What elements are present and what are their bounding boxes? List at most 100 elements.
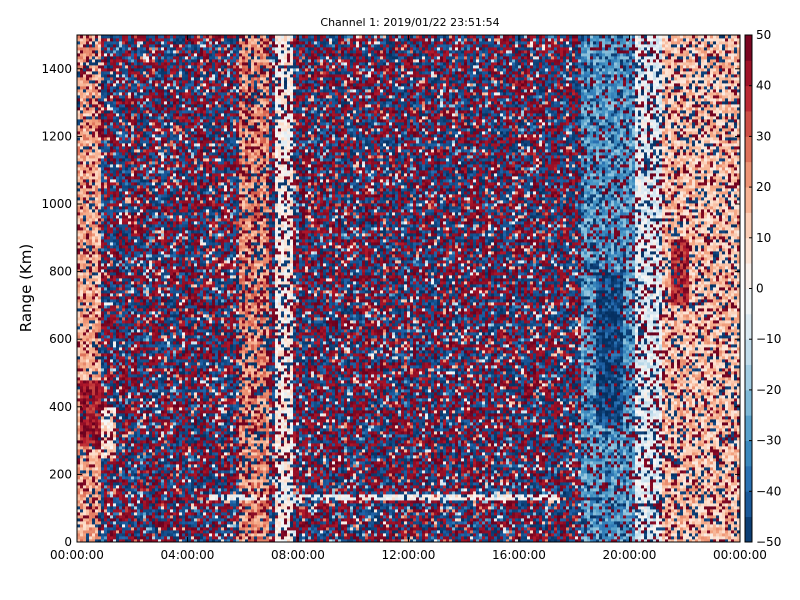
heatmap-cell bbox=[137, 494, 141, 498]
heatmap-cell bbox=[635, 497, 639, 501]
heatmap-cell bbox=[293, 488, 297, 492]
heatmap-cell bbox=[521, 530, 525, 534]
heatmap-cell bbox=[197, 515, 201, 519]
heatmap-cell bbox=[182, 488, 186, 492]
heatmap-cell bbox=[248, 512, 252, 516]
heatmap-cell bbox=[161, 530, 165, 534]
heatmap-cell bbox=[290, 506, 294, 510]
heatmap-cell bbox=[374, 536, 378, 540]
heatmap-cell bbox=[194, 482, 198, 486]
heatmap-cell bbox=[371, 521, 375, 525]
heatmap-cell bbox=[716, 518, 720, 522]
heatmap-cell bbox=[233, 533, 237, 537]
heatmap-cell bbox=[488, 488, 492, 492]
heatmap-cell bbox=[623, 497, 627, 501]
heatmap-cell bbox=[269, 509, 273, 513]
heatmap-cell bbox=[524, 509, 528, 513]
heatmap-cell bbox=[254, 506, 258, 510]
heatmap-cell bbox=[674, 518, 678, 522]
heatmap-cell bbox=[596, 491, 600, 495]
heatmap-cell bbox=[551, 506, 555, 510]
heatmap-cell bbox=[338, 536, 342, 540]
heatmap-cell bbox=[269, 518, 273, 522]
heatmap-cell bbox=[518, 482, 522, 486]
heatmap-cell bbox=[149, 500, 153, 504]
heatmap-cell bbox=[167, 497, 171, 501]
heatmap-cell bbox=[494, 521, 498, 525]
heatmap-cell bbox=[515, 512, 519, 516]
heatmap-cell bbox=[287, 473, 291, 477]
heatmap-cell bbox=[311, 491, 315, 495]
heatmap-cell bbox=[314, 518, 318, 522]
heatmap-cell bbox=[692, 485, 696, 489]
heatmap-cell bbox=[716, 521, 720, 525]
heatmap-cell bbox=[224, 497, 228, 501]
heatmap-cell bbox=[281, 485, 285, 489]
heatmap-cell bbox=[386, 500, 390, 504]
heatmap-cell bbox=[398, 473, 402, 477]
heatmap-cell bbox=[470, 533, 474, 537]
heatmap-cell bbox=[362, 491, 366, 495]
heatmap-cell bbox=[173, 509, 177, 513]
heatmap-cell bbox=[194, 524, 198, 528]
heatmap-cell bbox=[608, 530, 612, 534]
heatmap-cell bbox=[242, 530, 246, 534]
heatmap-cell bbox=[644, 521, 648, 525]
heatmap-cell bbox=[653, 476, 657, 480]
heatmap-cell bbox=[200, 497, 204, 501]
heatmap-cell bbox=[170, 509, 174, 513]
heatmap-cell bbox=[86, 524, 90, 528]
heatmap-cell bbox=[650, 500, 654, 504]
heatmap-cell bbox=[644, 536, 648, 540]
heatmap-cell bbox=[437, 509, 441, 513]
heatmap-cell bbox=[359, 500, 363, 504]
heatmap-cell bbox=[227, 533, 231, 537]
heatmap-cell bbox=[575, 497, 579, 501]
heatmap-cell bbox=[620, 536, 624, 540]
heatmap-cell bbox=[173, 533, 177, 537]
heatmap-cell bbox=[506, 518, 510, 522]
heatmap-cell bbox=[587, 512, 591, 516]
heatmap-cell bbox=[584, 530, 588, 534]
heatmap-cell bbox=[296, 524, 300, 528]
heatmap-cell bbox=[191, 512, 195, 516]
heatmap-cell bbox=[377, 533, 381, 537]
heatmap-cell bbox=[170, 539, 174, 543]
heatmap-cell bbox=[218, 518, 222, 522]
heatmap-cell bbox=[575, 539, 579, 543]
heatmap-cell bbox=[299, 479, 303, 483]
heatmap-cell bbox=[323, 500, 327, 504]
heatmap-cell bbox=[227, 491, 231, 495]
heatmap-cell bbox=[407, 533, 411, 537]
heatmap-cell bbox=[434, 485, 438, 489]
heatmap-cell bbox=[278, 485, 282, 489]
heatmap-cell bbox=[677, 488, 681, 492]
heatmap-cell bbox=[248, 500, 252, 504]
heatmap-cell bbox=[227, 518, 231, 522]
heatmap-cell bbox=[446, 515, 450, 519]
heatmap-cell bbox=[203, 491, 207, 495]
heatmap-cell bbox=[347, 509, 351, 513]
heatmap-cell bbox=[557, 536, 561, 540]
heatmap-cell bbox=[491, 530, 495, 534]
heatmap-cell bbox=[539, 485, 543, 489]
heatmap-cell bbox=[284, 506, 288, 510]
heatmap-cell bbox=[323, 494, 327, 498]
heatmap-cell bbox=[701, 539, 705, 543]
heatmap-cell bbox=[665, 533, 669, 537]
heatmap-cell bbox=[551, 533, 555, 537]
heatmap-cell bbox=[314, 491, 318, 495]
heatmap-cell bbox=[425, 503, 429, 507]
heatmap-cell bbox=[662, 497, 666, 501]
heatmap-cell bbox=[176, 536, 180, 540]
heatmap-cell bbox=[200, 488, 204, 492]
heatmap-cell bbox=[518, 479, 522, 483]
heatmap-cell bbox=[134, 512, 138, 516]
heatmap-cell bbox=[470, 512, 474, 516]
heatmap-cell bbox=[77, 533, 81, 537]
heatmap-cell bbox=[290, 533, 294, 537]
heatmap-cell bbox=[110, 494, 114, 498]
heatmap-cell bbox=[269, 512, 273, 516]
heatmap-cell bbox=[77, 530, 81, 534]
heatmap-cell bbox=[437, 539, 441, 543]
